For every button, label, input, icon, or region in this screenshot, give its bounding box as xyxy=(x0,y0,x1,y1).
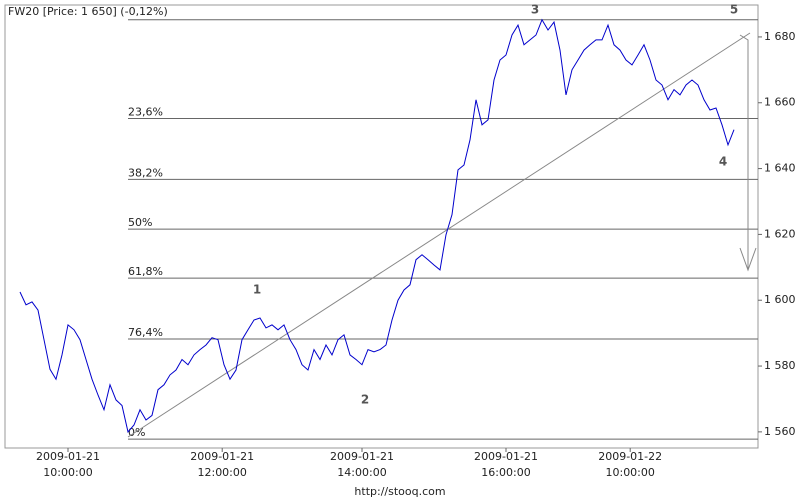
y-tick-label: 1 680 xyxy=(764,30,796,43)
chart-title: FW20 [Price: 1 650] (-0,12%) xyxy=(8,5,168,18)
arrow xyxy=(739,34,757,272)
fib-label: 38,2% xyxy=(128,166,163,179)
y-tick-label: 1 560 xyxy=(764,425,796,438)
x-tick-label: 2009-01-21 xyxy=(330,450,394,463)
footer: http://stooq.com xyxy=(354,485,445,498)
wave-label: 4 xyxy=(719,155,727,169)
x-tick-label: 2009-01-21 xyxy=(474,450,538,463)
x-tick-label: 2009-01-21 xyxy=(36,450,100,463)
trend-line xyxy=(127,32,751,438)
y-tick-label: 1 620 xyxy=(764,227,796,240)
wave-label: 1 xyxy=(253,283,261,297)
x-tick-label: 12:00:00 xyxy=(197,466,246,479)
x-tick-label: 14:00:00 xyxy=(337,466,386,479)
x-tick-label: 16:00:00 xyxy=(481,466,530,479)
fib-label: 23,6% xyxy=(128,106,163,119)
x-tick-label: 2009-01-22 xyxy=(598,450,662,463)
fib-label: 0% xyxy=(128,426,145,439)
fib-label: 50% xyxy=(128,216,152,229)
x-tick-label: 10:00:00 xyxy=(605,466,654,479)
y-tick-label: 1 600 xyxy=(764,293,796,306)
wave-label: 5 xyxy=(730,3,738,17)
fib-label: 61,8% xyxy=(128,265,163,278)
y-tick-label: 1 640 xyxy=(764,162,796,175)
wave-label: 3 xyxy=(531,3,539,17)
plot-frame xyxy=(4,4,759,449)
fib-label: 76,4% xyxy=(128,326,163,339)
price-line xyxy=(19,18,735,433)
x-tick-label: 10:00:00 xyxy=(43,466,92,479)
x-tick-label: 2009-01-21 xyxy=(190,450,254,463)
wave-label: 2 xyxy=(361,393,369,407)
y-tick-label: 1 580 xyxy=(764,359,796,372)
y-tick-label: 1 660 xyxy=(764,96,796,109)
